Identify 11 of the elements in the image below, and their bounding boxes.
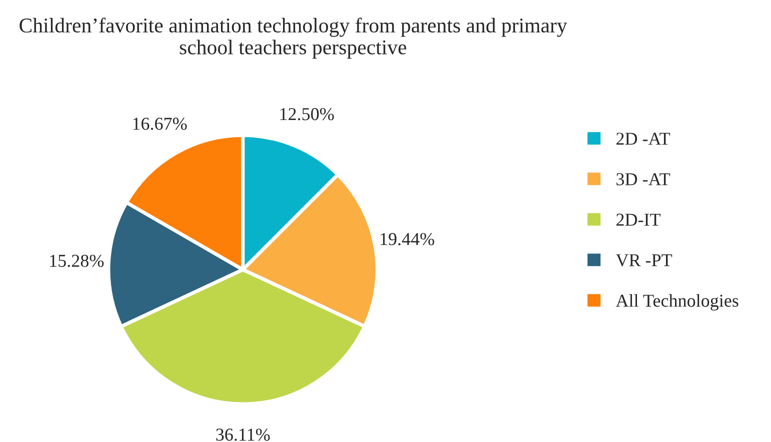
data-label: 15.28% xyxy=(50,254,104,267)
legend-label: 3D -AT xyxy=(616,173,670,186)
data-label: 12.50% xyxy=(280,108,334,120)
legend-label: VR -PT xyxy=(616,254,672,266)
data-label: 16.67% xyxy=(133,118,187,130)
legend-label: All Technologies xyxy=(616,294,738,311)
chart-title: Children’favorite animation technology from parents and primary school teachers perspective xyxy=(20,18,568,59)
data-label: 36.11% xyxy=(216,428,270,441)
legend-label: 2D -AT xyxy=(616,132,670,145)
legend-label: 2D-IT xyxy=(616,214,660,226)
data-label: 19.44% xyxy=(380,233,434,246)
